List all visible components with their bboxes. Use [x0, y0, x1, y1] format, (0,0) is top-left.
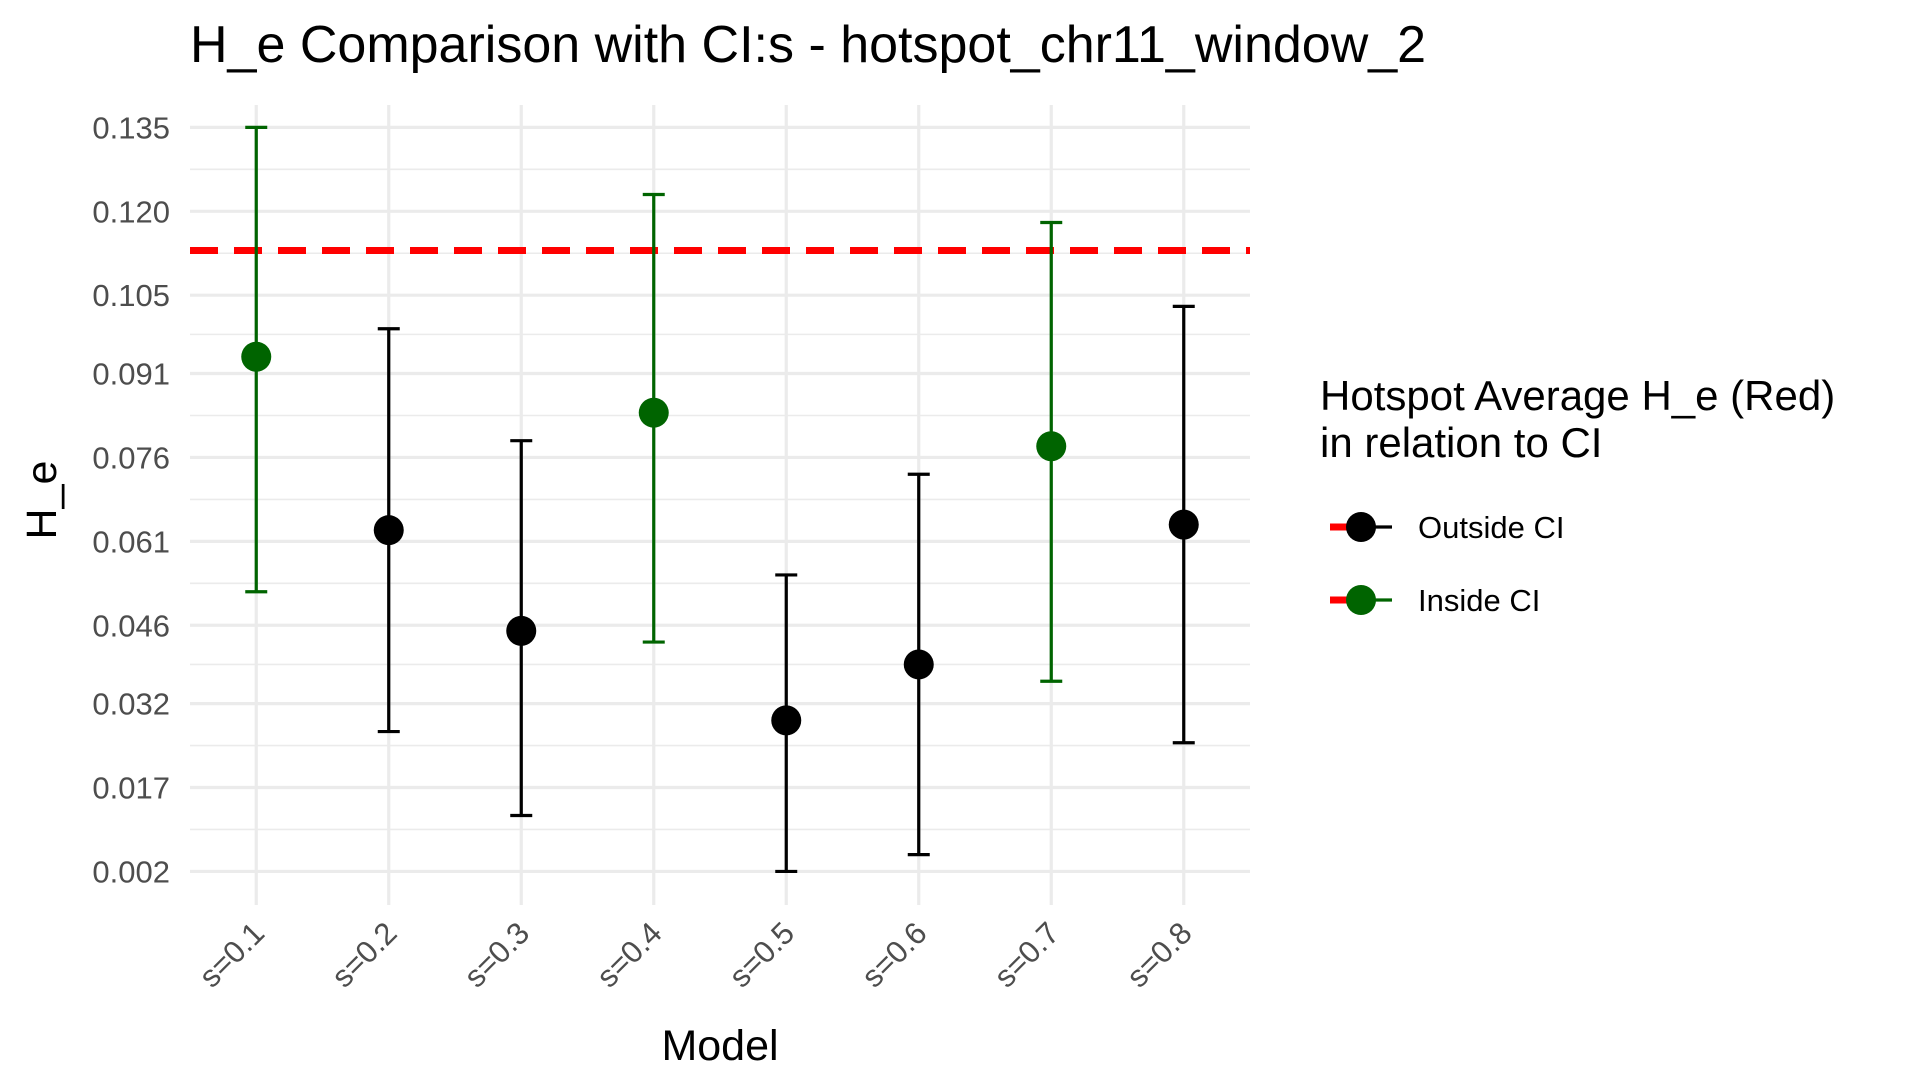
x-tick-label: s=0.7 [987, 915, 1066, 994]
x-tick-label: s=0.2 [325, 915, 404, 994]
legend-key-point [1346, 585, 1376, 615]
data-point-group [1168, 304, 1199, 745]
legend-label: Inside CI [1418, 583, 1540, 618]
x-tick-label: s=0.3 [457, 915, 536, 994]
x-tick-label: s=0.6 [855, 915, 934, 994]
data-point-group [903, 472, 934, 857]
data-point [903, 649, 934, 680]
data-point-group [638, 192, 669, 644]
data-point [373, 515, 404, 546]
y-tick-label: 0.046 [92, 608, 170, 643]
legend-entry: Inside CI [1330, 583, 1540, 618]
data-point-group [1036, 220, 1067, 683]
data-point [1168, 509, 1199, 540]
legend-title-line-1: Hotspot Average H_e (Red) [1320, 372, 1835, 419]
data-point [638, 397, 669, 428]
x-tick-label: s=0.5 [722, 915, 801, 994]
legend: Hotspot Average H_e (Red) in relation to… [1320, 372, 1835, 618]
legend-title-line-2: in relation to CI [1320, 419, 1602, 466]
y-tick-label: 0.135 [92, 110, 170, 145]
data-point-group [506, 439, 537, 818]
data-point [241, 341, 272, 372]
y-tick-label: 0.091 [92, 357, 170, 392]
x-axis-title: Model [661, 1022, 778, 1070]
data-point-group [373, 327, 404, 734]
data-point [771, 705, 802, 736]
y-tick-label: 0.105 [92, 278, 170, 313]
legend-key-point [1346, 512, 1376, 542]
data-point-group [771, 573, 802, 874]
y-tick-label: 0.076 [92, 440, 170, 475]
y-tick-label: 0.120 [92, 194, 170, 229]
y-tick-label: 0.017 [92, 771, 170, 806]
x-tick-label: s=0.8 [1120, 915, 1199, 994]
data-point-group [241, 125, 272, 594]
legend-entry: Outside CI [1330, 510, 1564, 545]
chart-title: H_e Comparison with CI:s - hotspot_chr11… [190, 16, 1426, 74]
x-tick-label: s=0.4 [590, 915, 669, 994]
x-tick-label: s=0.1 [192, 915, 271, 994]
y-tick-label: 0.032 [92, 687, 170, 722]
y-axis-title: H_e [18, 461, 66, 540]
data-point [1036, 431, 1067, 462]
y-tick-label: 0.002 [92, 854, 170, 889]
y-tick-label: 0.061 [92, 524, 170, 559]
data-point [506, 615, 537, 646]
legend-label: Outside CI [1418, 510, 1564, 545]
